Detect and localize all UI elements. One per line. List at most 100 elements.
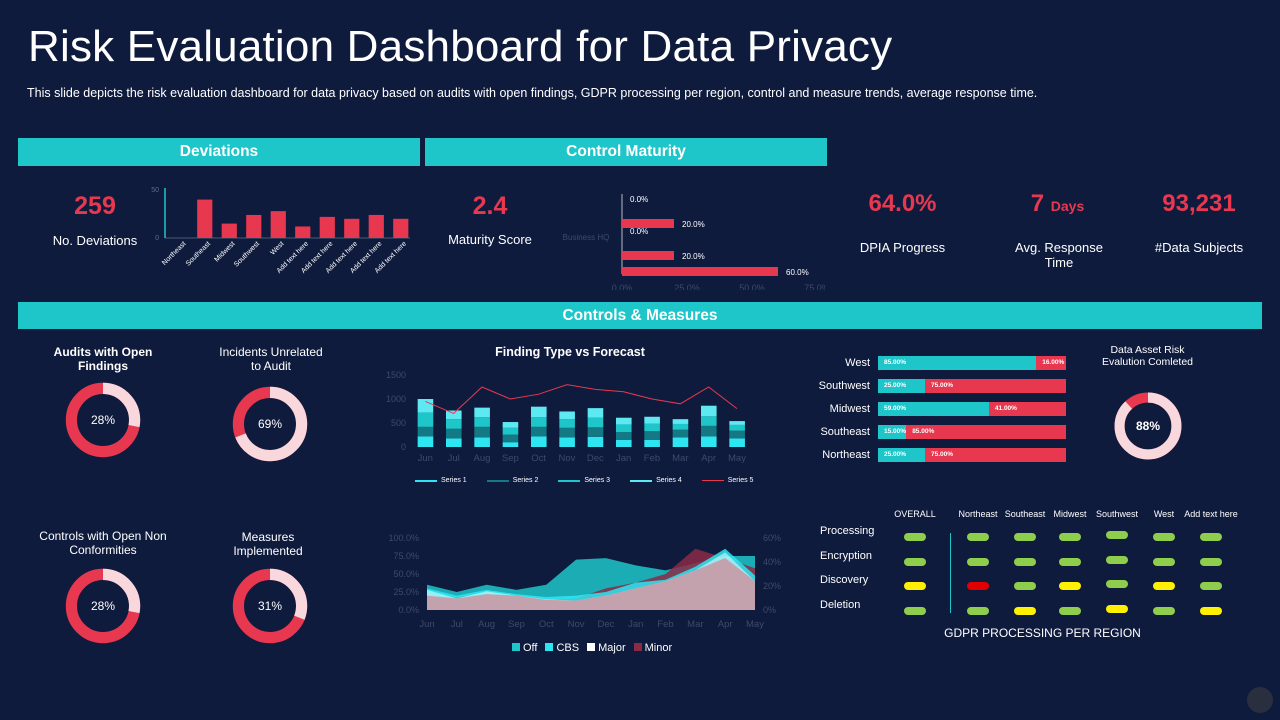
dev-bar [295,226,311,238]
gdpr-row-label: Processing [820,525,875,537]
area-xtick: Aug [478,619,495,630]
gdpr-row-label: Discovery [820,574,869,586]
dev-ytick: 0 [155,235,159,242]
gdpr-status-pill [1014,557,1036,566]
area-xtick: Feb [657,619,673,630]
finding-type-chart: 1500 1000 500 0 Jun Jul Aug Sep Oct Nov Dec Jan Feb M… [386,370,746,464]
finding-bar [587,427,604,437]
gdpr-status-pill [1106,555,1128,564]
donut-title-audits: Audits with Open Findings [53,345,153,373]
corner-circle-icon [1247,687,1273,713]
finding-xtick: Oct [531,453,546,464]
finding-bar [559,411,575,420]
donut-arc [65,568,141,644]
finding-bar [531,426,547,437]
area-xtick: Jan [628,619,643,630]
finding-xtick: Sep [502,453,519,464]
dev-xtick: Midwest [213,240,236,263]
response-value: 7 Days [1000,190,1115,218]
finding-xtick: Aug [474,453,491,464]
donut-arc [232,568,308,644]
dev-bar [197,199,213,238]
area-ytick-left: 0.0% [398,605,419,615]
finding-bar [644,439,660,447]
area-xtick: Jul [451,619,463,630]
maturity-label: Maturity Score [448,232,532,247]
finding-bar [559,419,575,428]
gdpr-status-pill [904,533,926,541]
gdpr-status-pill [1153,557,1175,566]
gdpr-status-pill [1014,606,1036,615]
gdpr-column-header: Midwest [1053,509,1087,519]
gdpr-row-label: Deletion [820,598,861,611]
donut-title-controls: Controls with Open Non Conformities [39,529,167,557]
gdpr-status-pill [1014,582,1036,590]
gdpr-row-label: Encryption [820,549,872,562]
finding-ytick: 1500 [386,370,406,380]
mat-bar-label: 0.0% [630,227,648,236]
finding-bar [729,424,745,431]
finding-bar [672,437,689,447]
area-ytick-left: 50.0% [393,569,419,579]
region-bar-a: 15.00% [878,425,907,439]
finding-bar [701,405,717,417]
gdpr-status-pill [904,557,926,566]
gdpr-title: GDPR PROCESSING PER REGION [944,626,1141,640]
maturity-value: 2.4 [472,192,508,220]
dev-bar [344,218,360,238]
legend-item-series-2: Series 2 [486,477,538,484]
finding-bar [616,432,632,440]
finding-bar [446,419,462,429]
area-base [427,558,755,610]
legend-item-series-5: Series 5 [701,477,753,484]
gdpr-status-pill [904,606,926,615]
dev-bar [270,211,286,238]
finding-bar [474,437,490,447]
finding-ytick: 1000 [386,394,406,404]
region-bar-a: 85.00% [878,356,1037,370]
gdpr-status-pill [1059,582,1081,590]
area-xtick: Jun [419,619,434,630]
region-label: Southwest [818,380,870,392]
area-xtick: Nov [568,619,585,630]
mat-xtick: 0.0% [612,283,633,290]
finding-bar [446,410,462,420]
finding-ytick: 500 [391,418,406,428]
finding-xtick: Jul [448,453,460,464]
gdpr-status-pill [967,606,989,615]
mat-bar [622,251,674,260]
gdpr-status-pill [1200,606,1222,615]
finding-bar [729,421,745,425]
finding-bar [417,399,434,413]
gdpr-status-pill [1153,582,1175,590]
area-ytick-right: 0% [763,605,776,615]
gdpr-status-pill [967,582,989,590]
dpia-value: 64.0% [868,190,937,217]
finding-bar [729,438,745,447]
region-bar-a: 25.00% [878,379,925,393]
finding-bar [502,442,519,447]
maturity-bar-chart: Business HQ 0.0% 20.0% 0.0% 20.0% 60.0% 0.0% 25… [563,194,825,290]
finding-bar [672,419,689,424]
finding-bar [559,437,575,447]
legend-item-series-3: Series 3 [558,477,610,484]
legend-item-cbs: CBS [545,642,579,654]
finding-xtick: Mar [672,453,688,464]
region-bar-a: 59.00% [878,402,989,416]
finding-xtick: Feb [644,453,660,464]
area-xtick: Apr [718,619,733,630]
mat-bar-label: 60.0% [786,268,809,277]
finding-bar [446,428,462,439]
dev-xtick: West [269,240,285,256]
donut-label: 88% [1136,419,1160,433]
gdpr-status-grid: OVERALL Northeast Southeast Midwest Southwes… [815,505,1270,630]
finding-bar [531,406,547,418]
region-bar-b: 41.00% [988,402,1066,416]
donut-label: 31% [258,599,282,613]
area-xtick: Mar [687,619,703,630]
gdpr-status-pill [1014,533,1036,541]
finding-bar [559,427,575,438]
gdpr-status-pill [1153,606,1175,615]
region-label: Midwest [829,403,870,415]
dev-bar [393,218,409,238]
